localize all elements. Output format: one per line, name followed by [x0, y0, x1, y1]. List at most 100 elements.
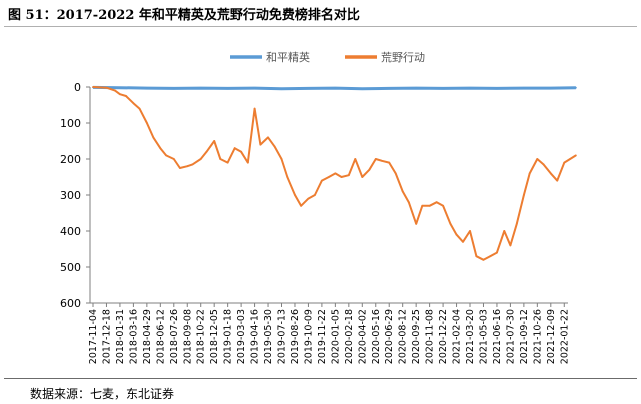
data-point [172, 158, 175, 160]
x-tick-label: 2019-03-03 [236, 309, 247, 364]
figure-title: 图 51：2017-2022 年和平精英及荒野行动免费榜排名对比 [8, 8, 360, 23]
data-point [407, 201, 410, 204]
x-tick-label: 2019-10-09 [303, 309, 314, 364]
data-point [449, 222, 452, 225]
data-point [421, 204, 424, 207]
data-point [549, 87, 552, 89]
x-tick-label: 2020-01-05 [330, 309, 341, 364]
data-point [294, 194, 296, 196]
x-tick-label: 2020-05-16 [371, 309, 382, 364]
y-tick-label: 200 [60, 153, 81, 166]
x-tick-label: 2021-06-16 [492, 309, 503, 364]
x-tick-label: 2021-07-30 [505, 309, 516, 364]
x-tick-label: 2018-01-31 [115, 309, 126, 364]
legend: 和平精英 荒野行动 [230, 50, 425, 64]
x-tick-label: 2020-12-22 [438, 309, 449, 364]
y-tick-label: 100 [60, 117, 81, 130]
data-point [388, 161, 391, 164]
figure-source: 数据来源：七麦，东北证券 [30, 387, 175, 401]
data-point [226, 161, 229, 164]
data-point [469, 87, 471, 89]
data-point [114, 89, 116, 92]
data-point [368, 168, 371, 171]
data-point [475, 255, 478, 258]
x-tick-label: 2018-10-22 [196, 309, 207, 364]
data-point [240, 150, 243, 153]
y-tick-label: 0 [74, 81, 81, 94]
x-tick-label: 2019-05-30 [263, 309, 274, 364]
data-point [569, 158, 571, 160]
data-point [165, 154, 168, 157]
data-point [226, 87, 229, 90]
x-tick-label: 2021-02-04 [452, 309, 463, 364]
data-point [334, 87, 337, 89]
data-point [199, 87, 202, 89]
data-point [146, 87, 148, 89]
data-point [542, 163, 545, 166]
data-point [503, 230, 506, 232]
data-point [415, 87, 418, 89]
data-point [152, 136, 155, 139]
data-point [509, 244, 512, 247]
data-point [191, 163, 194, 166]
x-tick-label: 2020-09-25 [411, 309, 422, 364]
data-point [199, 158, 202, 160]
data-point [354, 158, 357, 160]
data-point [388, 87, 391, 90]
data-point [523, 194, 525, 196]
x-tick-label: 2020-11-08 [425, 309, 436, 364]
x-tick-label: 2022-01-22 [559, 309, 570, 364]
data-point [340, 176, 343, 178]
x-tick-label: 2018-03-16 [128, 309, 139, 364]
data-point [138, 107, 141, 110]
data-point [575, 86, 577, 89]
data-point [563, 161, 566, 164]
data-point [515, 222, 518, 225]
data-point [347, 174, 350, 177]
title-divider [4, 26, 637, 27]
y-tick-label: 600 [60, 297, 81, 310]
y-tick-label: 300 [60, 189, 81, 202]
data-point [549, 172, 552, 175]
data-point [314, 194, 316, 196]
data-point [125, 95, 127, 97]
x-tick-label: 2017-12-18 [101, 309, 112, 364]
x-tick-label: 2019-01-18 [223, 309, 234, 364]
data-point [455, 233, 458, 236]
data-point [253, 87, 256, 89]
x-tick-label: 2021-12-09 [546, 309, 557, 364]
x-tick-label: 2019-11-22 [317, 309, 328, 364]
data-point [213, 140, 216, 142]
data-point [442, 204, 444, 207]
data-point [328, 176, 330, 178]
x-tick-label: 2020-06-29 [384, 309, 395, 364]
data-point [119, 93, 121, 96]
y-tick-label: 500 [60, 261, 81, 274]
legend-label-1: 和平精英 [266, 50, 310, 64]
source-divider [4, 378, 637, 379]
x-tick-label: 2018-04-29 [142, 309, 153, 364]
data-point [489, 255, 492, 258]
data-point [186, 165, 189, 168]
x-tick-label: 2021-09-12 [519, 309, 530, 364]
data-point [273, 145, 276, 148]
data-point [253, 107, 256, 110]
data-point [267, 136, 269, 139]
data-point [172, 87, 175, 90]
data-point [300, 204, 302, 207]
data-point [415, 222, 418, 225]
data-point [556, 179, 559, 182]
data-point [321, 179, 323, 182]
data-point [219, 158, 222, 160]
data-point [286, 176, 289, 178]
data-point [496, 251, 498, 254]
data-point [307, 87, 310, 90]
data-point [233, 147, 236, 150]
x-tick-label: 2017-11-04 [88, 309, 99, 364]
x-tick-label: 2020-08-12 [398, 309, 409, 364]
data-point [92, 86, 94, 88]
y-tick-label: 400 [60, 225, 81, 238]
x-tick-label: 2019-04-16 [250, 309, 261, 364]
data-point [119, 86, 121, 89]
data-point [246, 161, 249, 164]
